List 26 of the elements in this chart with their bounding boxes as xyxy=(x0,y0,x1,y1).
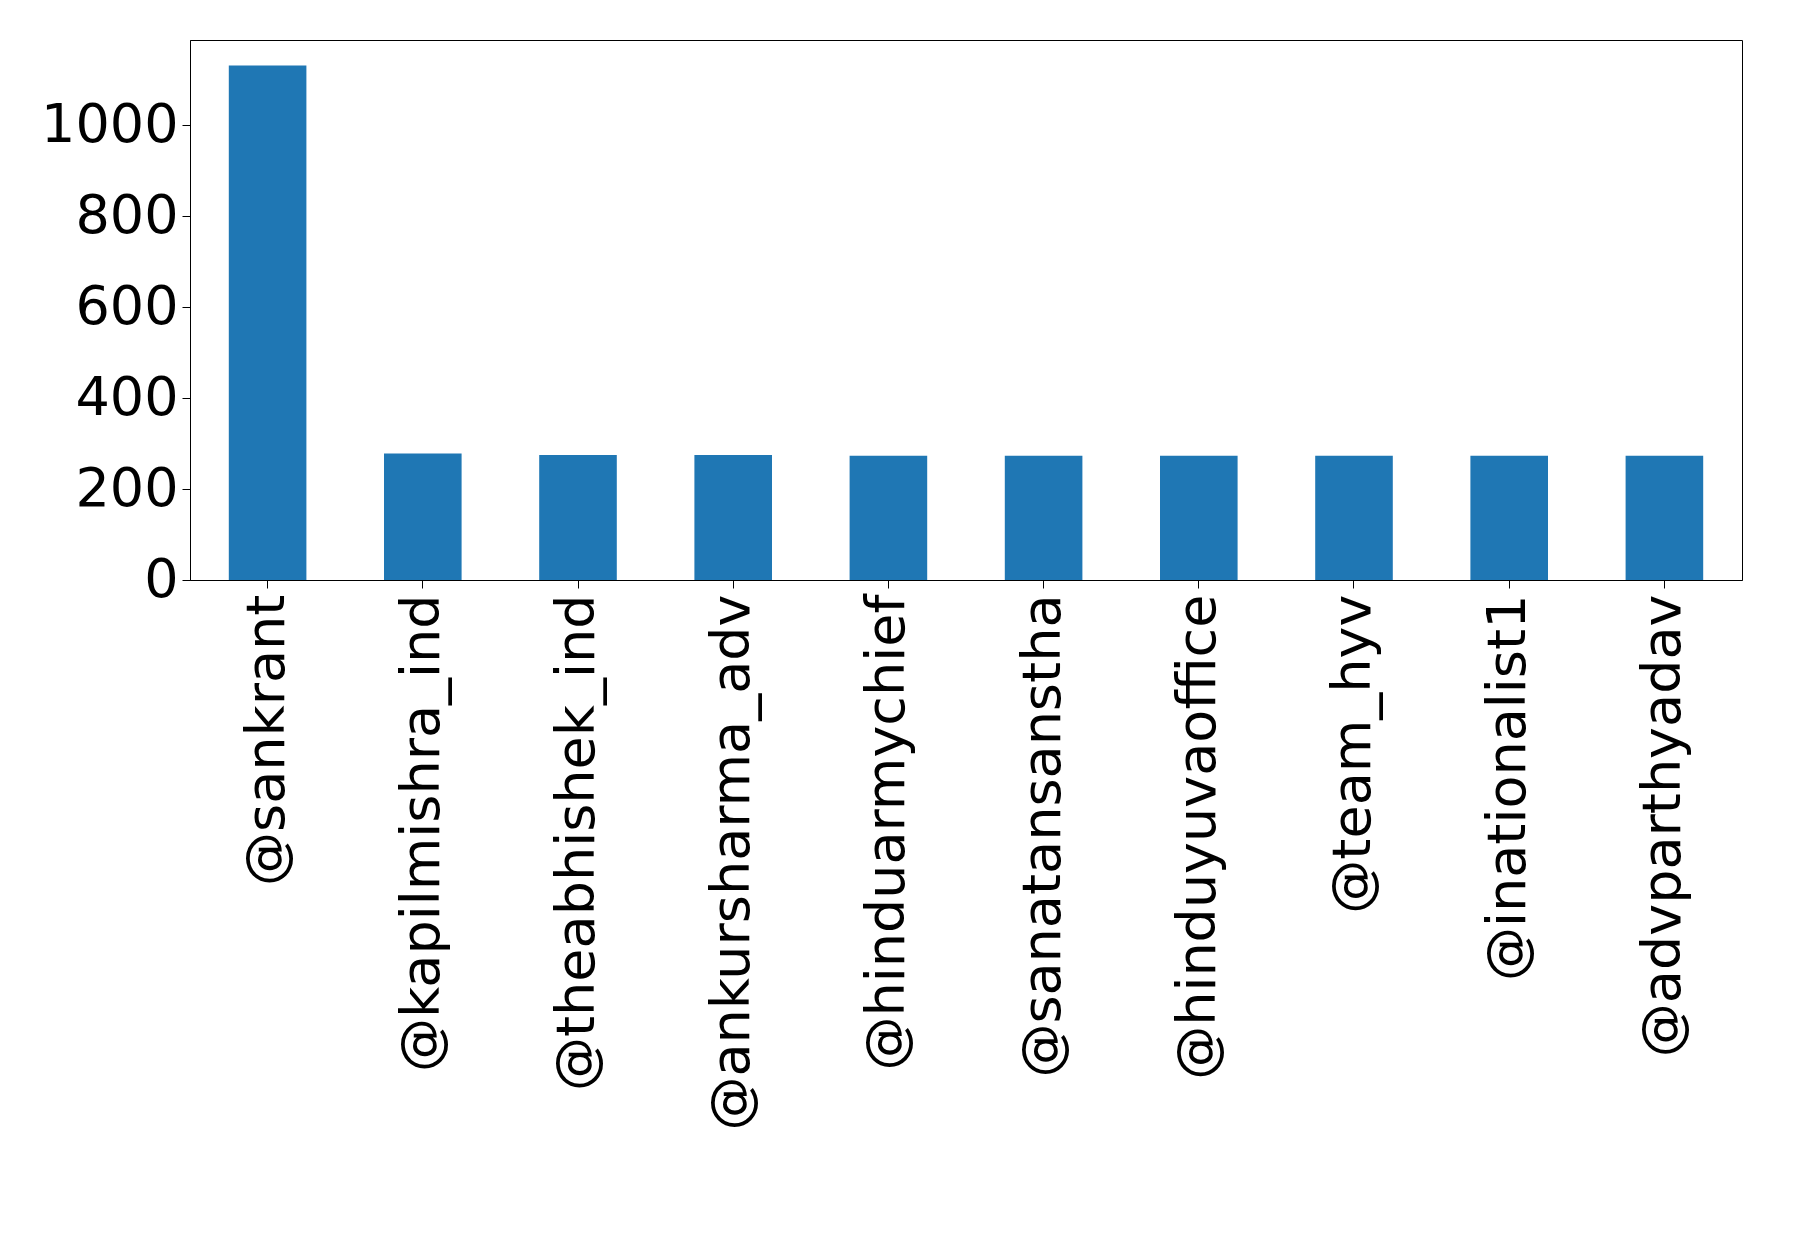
bar xyxy=(1160,455,1238,580)
x-tick-label: @advparthyadav xyxy=(1630,594,1694,1058)
y-tick-label: 600 xyxy=(75,273,179,337)
bar xyxy=(1315,455,1393,580)
y-tick-label: 200 xyxy=(75,455,179,519)
bar xyxy=(694,454,772,580)
bar xyxy=(539,454,617,580)
y-tick-label: 0 xyxy=(144,546,179,610)
x-tick-label: @sankrant xyxy=(233,594,297,886)
bar xyxy=(1004,455,1083,580)
y-tick-label: 800 xyxy=(75,182,179,246)
x-tick-label: @theabhishek_ind xyxy=(544,594,607,1092)
x-tick-label: @sanatansanstha xyxy=(1009,594,1073,1078)
y-tick-label: 400 xyxy=(75,364,179,428)
bar xyxy=(849,455,928,580)
x-tick-label: @hinduarmychief xyxy=(854,592,918,1071)
x-tick-label: @hinduyuvaoffice xyxy=(1164,594,1228,1080)
bar xyxy=(1470,455,1548,580)
bar xyxy=(384,453,462,580)
x-tick-label: @kapilmishra_ind xyxy=(388,594,452,1072)
y-tick-label: 1000 xyxy=(41,91,179,155)
x-tick-label: @ankursharma_adv xyxy=(699,594,763,1131)
bar xyxy=(1625,455,1704,580)
x-tick-label: @inationalist1 xyxy=(1475,594,1539,982)
bar xyxy=(228,65,307,580)
x-tick-label: @team_hyv xyxy=(1320,594,1383,914)
